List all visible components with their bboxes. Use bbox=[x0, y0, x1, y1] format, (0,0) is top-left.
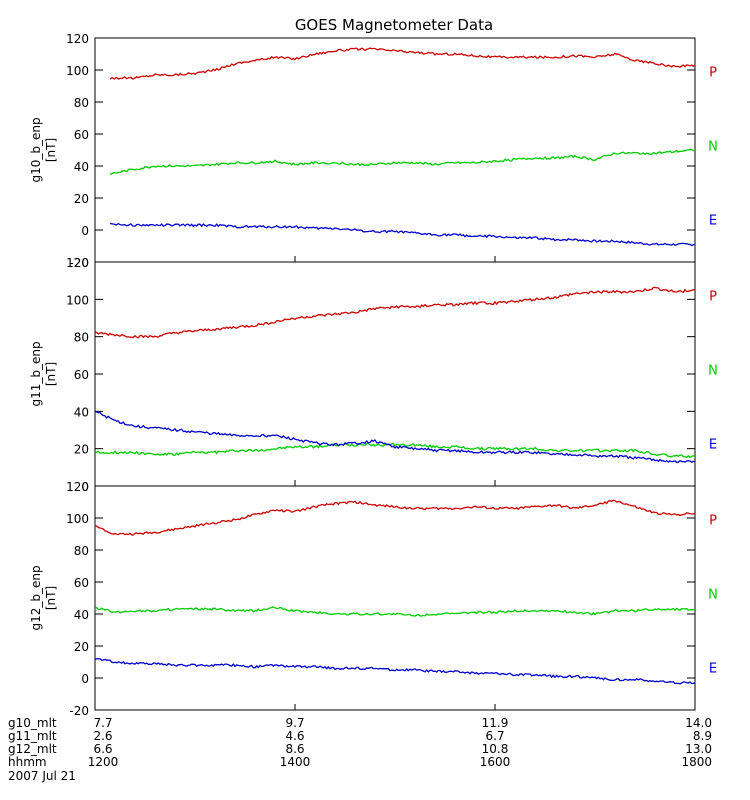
series-line-n bbox=[94, 606, 696, 617]
y-tick-label: 40 bbox=[74, 608, 89, 622]
y-axis-label: g12_b_enp bbox=[29, 565, 43, 630]
mlt-row-label: g10_mlt bbox=[8, 716, 57, 730]
mlt-row-value: 13.0 bbox=[685, 742, 712, 756]
y-tick-label: 40 bbox=[74, 160, 89, 174]
mlt-row-value: 8.6 bbox=[285, 742, 304, 756]
y-tick-label: 20 bbox=[74, 443, 89, 457]
legend-label-n: N bbox=[708, 140, 718, 155]
y-tick-label: 0 bbox=[81, 480, 89, 494]
y-tick-label: 100 bbox=[66, 64, 89, 78]
y-axis-unit: [nT] bbox=[44, 586, 58, 610]
mlt-row-value: 1800 bbox=[681, 755, 712, 769]
mlt-row-value: 7.7 bbox=[93, 716, 112, 730]
y-tick-label: 120 bbox=[66, 480, 89, 494]
y-axis-unit: [nT] bbox=[44, 138, 58, 162]
y-tick-label: -20 bbox=[69, 256, 89, 270]
series-line-e bbox=[94, 410, 696, 464]
mlt-row-label: hhmm bbox=[8, 755, 47, 769]
legend-label-p: P bbox=[709, 514, 717, 529]
panel-1: -20 0 20 40 60 80 100 120 g10_b_enp [nT] P N E bbox=[29, 32, 718, 270]
y-tick-label: 80 bbox=[74, 544, 89, 558]
series-line-n bbox=[94, 442, 696, 459]
y-tick-label: -20 bbox=[69, 704, 89, 718]
series-line-e bbox=[94, 658, 696, 685]
figure-title: GOES Magnetometer Data bbox=[295, 16, 493, 34]
mlt-row-value: 9.7 bbox=[285, 716, 304, 730]
mlt-row-value: 8.9 bbox=[693, 729, 712, 743]
legend-label-e: E bbox=[709, 437, 717, 452]
y-tick-label: 120 bbox=[66, 256, 89, 270]
y-tick-label: 120 bbox=[66, 32, 89, 46]
y-tick-label: 60 bbox=[74, 576, 89, 590]
mlt-row-label: g11_mlt bbox=[8, 729, 57, 743]
mlt-row-value: 1200 bbox=[88, 755, 119, 769]
y-tick-label: 100 bbox=[66, 293, 89, 307]
y-tick-label: 60 bbox=[74, 128, 89, 142]
series-line-p bbox=[109, 47, 696, 80]
mlt-row-value: 10.8 bbox=[482, 742, 509, 756]
mlt-row-value: 14.0 bbox=[685, 716, 712, 730]
mlt-row-value: 6.7 bbox=[485, 729, 504, 743]
legend-label-n: N bbox=[708, 364, 718, 379]
y-tick-label: 20 bbox=[74, 192, 89, 206]
panel-3: -20 0 20 40 60 80 100 120 g12_b_enp [nT] P N E bbox=[29, 480, 718, 718]
mlt-row-value: 11.9 bbox=[482, 716, 509, 730]
legend-label-n: N bbox=[708, 588, 718, 603]
series-line-p bbox=[94, 286, 696, 339]
legend-label-p: P bbox=[709, 290, 717, 305]
mlt-row-value: 1400 bbox=[280, 755, 311, 769]
y-axis-label: g11_b_enp bbox=[29, 341, 43, 406]
y-tick-label: 80 bbox=[74, 96, 89, 110]
y-axis-unit: [nT] bbox=[44, 362, 58, 386]
legend-label-p: P bbox=[709, 66, 717, 81]
y-tick-label: 0 bbox=[81, 672, 89, 686]
y-tick-label: 40 bbox=[74, 405, 89, 419]
mlt-row-value: 1600 bbox=[480, 755, 511, 769]
y-tick-label: 60 bbox=[74, 368, 89, 382]
mlt-row-value: 6.6 bbox=[93, 742, 112, 756]
mlt-row-value: 4.6 bbox=[285, 729, 304, 743]
mlt-row-label: g12_mlt bbox=[8, 742, 57, 756]
y-tick-label: 80 bbox=[74, 331, 89, 345]
legend-label-e: E bbox=[709, 213, 717, 228]
date-label: 2007 Jul 21 bbox=[8, 769, 76, 783]
y-tick-label: 100 bbox=[66, 512, 89, 526]
y-tick-label: 0 bbox=[81, 224, 89, 238]
series-line-n bbox=[109, 148, 696, 175]
y-tick-label: 20 bbox=[74, 640, 89, 654]
y-axis-label: g10_b_enp bbox=[29, 117, 43, 182]
series-line-p bbox=[94, 499, 696, 536]
mlt-axis-table: g10_mlt 7.7 9.7 11.9 14.0 g11_mlt 2.6 4.6 6.7 8.9… bbox=[8, 716, 712, 769]
series-line-e bbox=[109, 222, 696, 247]
panel-frame bbox=[94, 485, 696, 711]
mlt-row-value: 2.6 bbox=[93, 729, 112, 743]
legend-label-e: E bbox=[709, 661, 717, 676]
